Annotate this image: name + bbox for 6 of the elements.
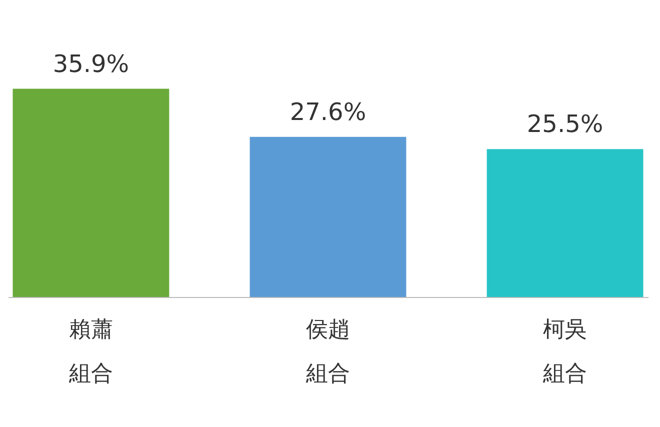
data-label: 25.5%	[526, 110, 604, 138]
data-label: 35.9%	[52, 50, 130, 78]
x-tick-label: 侯趙組合	[305, 318, 350, 386]
data-label: 27.6%	[290, 98, 366, 126]
x-tick-label: 賴蕭組合	[68, 318, 113, 386]
x-tick-label: 柯吳組合	[542, 318, 588, 386]
